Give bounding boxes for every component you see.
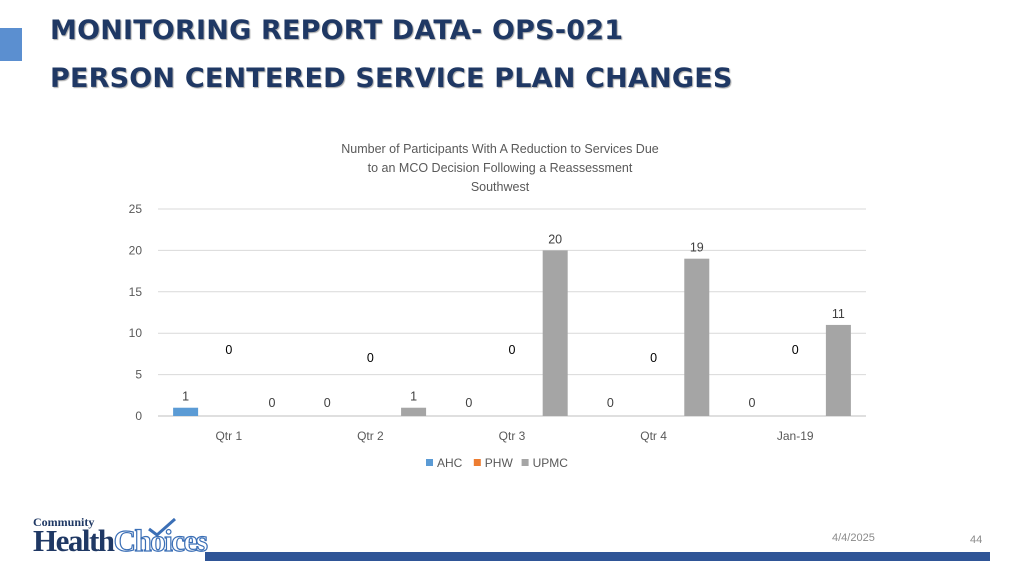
x-tick-label: Jan-19	[777, 429, 814, 443]
y-tick-label: 25	[129, 202, 143, 216]
y-tick-label: 15	[129, 285, 143, 299]
legend-swatch-phw	[473, 459, 481, 466]
bar-upmc	[542, 250, 568, 416]
x-tick-label: Qtr 3	[499, 429, 526, 443]
x-tick-label: Qtr 4	[640, 429, 667, 443]
chart-title-line-2: to an MCO Decision Following a Reassessm…	[368, 161, 633, 175]
page-number: 44	[970, 534, 983, 546]
x-tick-label: Qtr 1	[215, 429, 242, 443]
slide-date: 4/4/2025	[832, 532, 875, 544]
y-tick-label: 5	[135, 368, 142, 382]
data-label-upmc: 1	[410, 390, 417, 404]
y-tick-label: 0	[135, 409, 142, 423]
data-label-phw: 0	[225, 343, 232, 357]
legend-label-ahc: AHC	[437, 456, 463, 470]
data-label-phw: 0	[792, 343, 799, 357]
y-tick-label: 10	[129, 326, 143, 340]
data-label-upmc: 0	[269, 396, 276, 410]
data-label-upmc: 11	[832, 307, 845, 321]
data-label-ahc: 0	[607, 396, 614, 410]
y-tick-label: 20	[129, 243, 143, 257]
footer-bar	[205, 552, 990, 561]
data-label-ahc: 0	[465, 396, 472, 410]
community-health-choices-logo: Community HealthChoices	[33, 515, 208, 565]
data-label-phw: 0	[509, 343, 516, 357]
data-label-phw: 0	[650, 351, 657, 365]
legend-label-phw: PHW	[485, 456, 514, 470]
data-label-ahc: 0	[749, 396, 756, 410]
slide-title-line-2: PERSON CENTERED SERVICE PLAN CHANGES	[50, 63, 733, 94]
legend-label-upmc: UPMC	[533, 456, 569, 470]
slide-title-line-1: MONITORING REPORT DATA- OPS-021	[50, 15, 624, 46]
logo-health-choices-text: HealthChoices	[33, 523, 208, 558]
data-label-upmc: 20	[548, 232, 562, 246]
bar-ahc	[173, 407, 199, 416]
bar-upmc	[684, 258, 710, 416]
data-label-upmc: 19	[690, 241, 704, 255]
legend-swatch-upmc	[521, 459, 529, 466]
legend-swatch-ahc	[426, 459, 433, 466]
chart-title-line-3: Southwest	[471, 180, 530, 194]
x-tick-label: Qtr 2	[357, 429, 384, 443]
title-accent-square	[0, 28, 22, 61]
data-label-ahc: 0	[324, 396, 331, 410]
chart-title-line-1: Number of Participants With A Reduction …	[341, 142, 659, 156]
bar-upmc	[401, 407, 427, 416]
data-label-ahc: 1	[182, 390, 189, 404]
logo-health-word: Health	[33, 523, 115, 558]
logo-community-text: Community	[33, 515, 95, 529]
checkmark-icon	[148, 517, 176, 537]
bar-upmc	[825, 324, 851, 416]
data-label-phw: 0	[367, 351, 374, 365]
